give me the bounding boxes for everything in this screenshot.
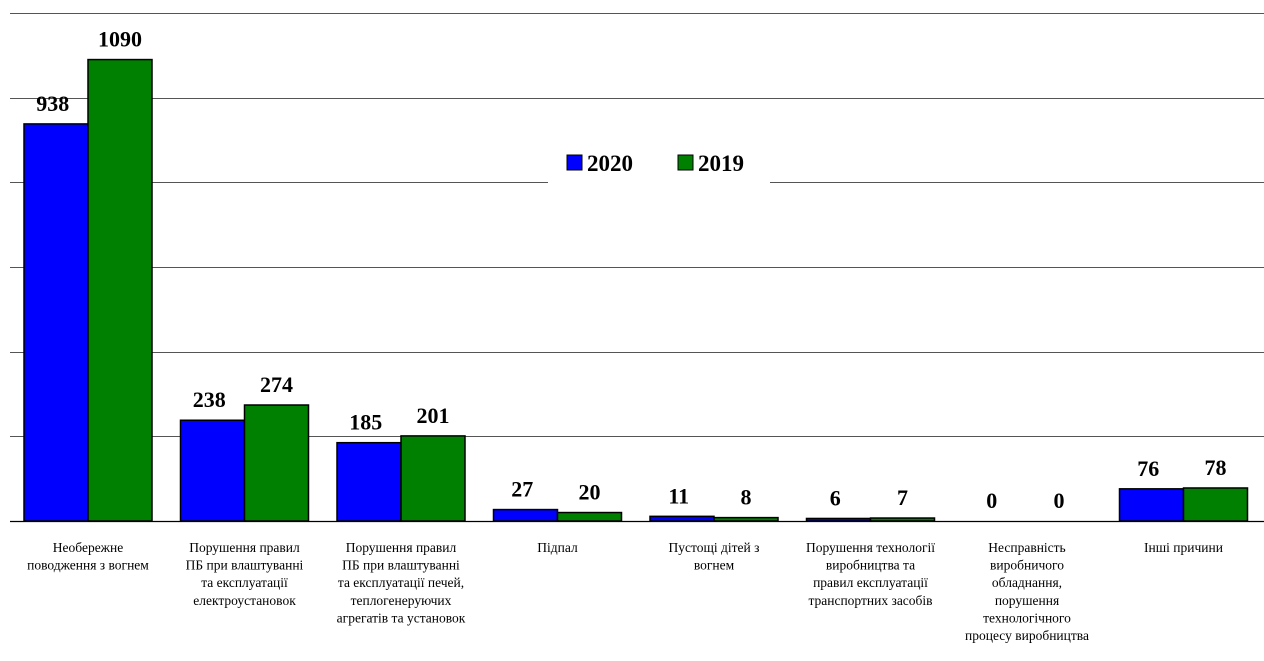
value-label-2020-7: 76 — [1137, 456, 1159, 481]
category-label-0: Необережне поводження з вогнем — [27, 540, 149, 573]
category-label-line: транспортних засобів — [808, 593, 932, 608]
value-label-2019-4: 8 — [741, 485, 752, 510]
category-label-line: та експлуатації — [201, 575, 288, 590]
category-label-line: правил експлуатації — [813, 575, 928, 590]
value-label-2020-2: 185 — [349, 410, 382, 435]
category-label-5: Порушення технології виробництва та правил… — [806, 540, 935, 608]
category-label-line: та експлуатації печей, — [338, 575, 464, 590]
category-label-line: порушення — [995, 593, 1059, 608]
legend-swatch-2020 — [566, 154, 583, 171]
value-label-2020-3: 27 — [511, 477, 533, 502]
value-label-2019-7: 78 — [1205, 455, 1227, 480]
bar-2019-0 — [87, 58, 153, 522]
category-label-line: теплогенеруючих — [351, 593, 452, 608]
category-label-2: Порушення правил ПБ при влаштуванні та екс… — [337, 540, 466, 625]
category-label-line: процесу виробництва — [965, 628, 1089, 643]
value-label-2019-3: 20 — [579, 480, 601, 505]
category-label-line: Необережне — [53, 540, 123, 555]
category-label-line: Пустощі дітей з — [669, 540, 760, 555]
bar-2019-2 — [400, 435, 466, 522]
category-label-line: технологічного — [983, 610, 1071, 625]
bar-2019-4 — [713, 516, 779, 522]
legend: 2020 2019 — [548, 148, 770, 184]
value-label-2019-0: 1090 — [98, 27, 142, 52]
category-label-line: виробничого — [990, 558, 1064, 573]
value-label-2019-2: 201 — [417, 403, 450, 428]
category-label-6: Несправність виробничого обладнання, поруше… — [965, 540, 1089, 643]
bar-2020-0 — [23, 123, 89, 522]
bar-2019-3 — [556, 511, 623, 522]
bar-2019-5 — [869, 517, 936, 522]
bar-2020-5 — [805, 517, 872, 522]
value-label-2020-5: 6 — [830, 485, 841, 510]
value-label-2020-6: 0 — [986, 488, 997, 513]
category-label-line: Інші причини — [1144, 540, 1223, 555]
bar-2020-4 — [649, 515, 715, 522]
value-label-2020-4: 11 — [668, 483, 689, 508]
category-label-line: вогнем — [694, 558, 735, 573]
bar-2020-2 — [336, 441, 402, 522]
legend-background — [548, 148, 770, 184]
legend-swatch-2019 — [677, 154, 694, 171]
category-label-line: Порушення правил — [189, 540, 300, 555]
category-label-line: Підпал — [537, 540, 578, 555]
category-label-line: ПБ при влаштуванні — [186, 558, 304, 573]
category-label-line: Порушення технології — [806, 540, 935, 555]
value-label-2020-1: 238 — [193, 387, 226, 412]
bar-2019-7 — [1182, 487, 1249, 522]
value-labels: 938 1090 238 274 185 201 27 20 11 8 6 7 0 0 76 78 — [36, 27, 1226, 513]
bar-2020-1 — [179, 419, 246, 522]
bars — [23, 58, 1249, 522]
category-label-line: Несправність — [988, 540, 1065, 555]
value-label-2019-5: 7 — [897, 485, 908, 510]
category-label-7: Інші причини — [1144, 540, 1223, 555]
category-label-line: поводження з вогнем — [27, 558, 149, 573]
value-label-2019-1: 274 — [260, 372, 293, 397]
category-label-1: Порушення правил ПБ при влаштуванні та екс… — [186, 540, 304, 608]
bar-2020-3 — [492, 508, 559, 522]
category-label-line: Порушення правил — [346, 540, 457, 555]
category-label-line: агрегатів та установок — [337, 610, 466, 625]
legend-label-2019: 2019 — [698, 151, 744, 176]
category-label-line: ПБ при влаштуванні — [342, 558, 460, 573]
legend-label-2020: 2020 — [587, 151, 633, 176]
category-label-line: виробництва та — [826, 558, 915, 573]
value-label-2020-0: 938 — [36, 91, 69, 116]
category-label-line: електроустановок — [193, 593, 296, 608]
category-label-3: Підпал — [537, 540, 578, 555]
bar-2020-7 — [1118, 488, 1185, 522]
category-label-line: обладнання, — [992, 575, 1062, 590]
bar-2019-1 — [243, 404, 310, 522]
category-label-4: Пустощі дітей з вогнем — [669, 540, 760, 573]
category-labels: Необережне поводження з вогнем Порушення п… — [27, 540, 1223, 643]
value-label-2019-6: 0 — [1054, 488, 1065, 513]
